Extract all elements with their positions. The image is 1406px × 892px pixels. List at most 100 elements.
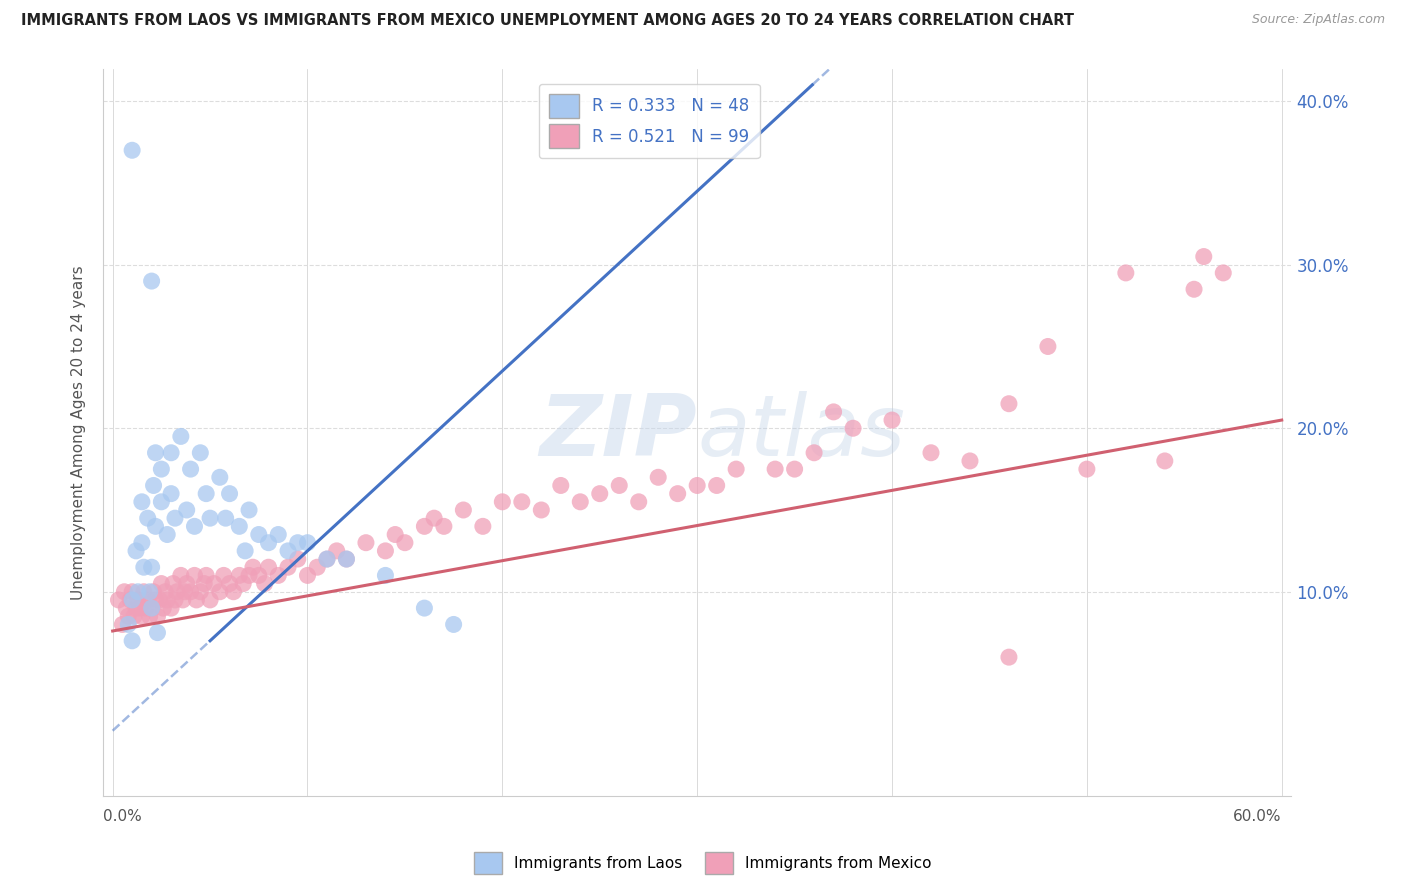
Point [173, 584, 195, 599]
Point [218, 576, 240, 591]
Point [491, 495, 513, 509]
Point [208, 470, 231, 484]
Point [627, 495, 650, 509]
Point [253, 576, 276, 591]
Point [176, 576, 198, 591]
Point [1115, 266, 1137, 280]
Point [138, 609, 160, 624]
Text: 60.0%: 60.0% [1233, 809, 1282, 824]
Point [183, 519, 205, 533]
Point [233, 544, 256, 558]
Point [121, 593, 143, 607]
Point [148, 593, 170, 607]
Point [242, 560, 264, 574]
Point [325, 544, 347, 558]
Point [115, 601, 138, 615]
Text: atlas: atlas [697, 391, 905, 474]
Point [1212, 266, 1234, 280]
Point [394, 535, 416, 549]
Point [198, 593, 221, 607]
Point [238, 503, 260, 517]
Point [152, 601, 174, 615]
Point [111, 617, 134, 632]
Point [1153, 454, 1175, 468]
Point [125, 544, 148, 558]
Point [287, 552, 309, 566]
Point [195, 568, 218, 582]
Point [783, 462, 806, 476]
Point [803, 446, 825, 460]
Point [959, 454, 981, 468]
Point [163, 593, 186, 607]
Point [607, 478, 630, 492]
Point [188, 446, 211, 460]
Point [145, 446, 167, 460]
Text: 0.0%: 0.0% [103, 809, 142, 824]
Text: Source: ZipAtlas.com: Source: ZipAtlas.com [1251, 13, 1385, 27]
Point [920, 446, 942, 460]
Point [666, 486, 689, 500]
Point [763, 462, 786, 476]
Point [413, 519, 436, 533]
Point [569, 495, 592, 509]
Point [150, 462, 173, 476]
Point [160, 601, 183, 615]
Point [297, 568, 319, 582]
Point [156, 593, 179, 607]
Text: IMMIGRANTS FROM LAOS VS IMMIGRANTS FROM MEXICO UNEMPLOYMENT AMONG AGES 20 TO 24 : IMMIGRANTS FROM LAOS VS IMMIGRANTS FROM … [21, 13, 1074, 29]
Point [142, 584, 165, 599]
Point [172, 593, 194, 607]
Point [222, 584, 245, 599]
Point [166, 584, 188, 599]
Point [155, 584, 177, 599]
Point [195, 486, 218, 500]
Point [188, 584, 211, 599]
Point [228, 568, 250, 582]
Point [131, 495, 153, 509]
Point [146, 625, 169, 640]
Point [335, 552, 357, 566]
Point [453, 503, 475, 517]
Point [423, 511, 446, 525]
Point [180, 462, 202, 476]
Point [354, 535, 377, 549]
Point [998, 650, 1021, 665]
Point [202, 576, 225, 591]
Point [121, 633, 143, 648]
Point [136, 511, 159, 525]
Point [141, 601, 163, 615]
Point [257, 535, 280, 549]
Point [136, 593, 159, 607]
Point [180, 584, 202, 599]
Point [550, 478, 572, 492]
Point [686, 478, 709, 492]
Point [186, 593, 208, 607]
Point [176, 503, 198, 517]
Point [823, 405, 845, 419]
Point [193, 576, 215, 591]
Point [141, 274, 163, 288]
Point [163, 511, 186, 525]
Point [1036, 339, 1059, 353]
Point [132, 584, 155, 599]
Point [232, 576, 254, 591]
Point [842, 421, 865, 435]
Point [530, 503, 553, 517]
Point [129, 601, 152, 615]
Point [145, 519, 167, 533]
Point [1182, 282, 1205, 296]
Point [413, 601, 436, 615]
Point [170, 568, 193, 582]
Point [267, 527, 290, 541]
Point [706, 478, 728, 492]
Point [228, 519, 250, 533]
Point [183, 568, 205, 582]
Point [141, 601, 163, 615]
Point [156, 527, 179, 541]
Point [131, 609, 153, 624]
Point [135, 601, 157, 615]
Point [121, 584, 143, 599]
Point [198, 511, 221, 525]
Point [433, 519, 456, 533]
Point [277, 560, 299, 574]
